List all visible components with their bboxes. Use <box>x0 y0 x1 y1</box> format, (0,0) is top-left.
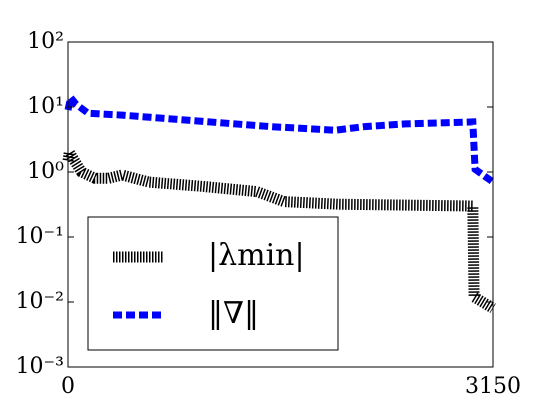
x-tick-label: 0 <box>61 374 75 399</box>
plot-frame <box>67 41 494 368</box>
y-tick-label: 10⁻¹ <box>16 224 64 249</box>
series-line <box>62 136 496 314</box>
y-tick-label: 10⁻³ <box>16 354 64 379</box>
y-tick-label: 10¹ <box>27 94 64 119</box>
series-line <box>64 89 496 185</box>
y-tick-label: 10⁻² <box>16 289 64 314</box>
legend-label: ‖∇‖ <box>208 296 259 331</box>
y-tick-label: 10⁰ <box>27 159 64 184</box>
legend-label: |λmin| <box>208 238 305 273</box>
y-tick-label: 10² <box>27 29 64 54</box>
x-tick-label: 3150 <box>465 374 521 399</box>
legend-box <box>87 216 339 351</box>
